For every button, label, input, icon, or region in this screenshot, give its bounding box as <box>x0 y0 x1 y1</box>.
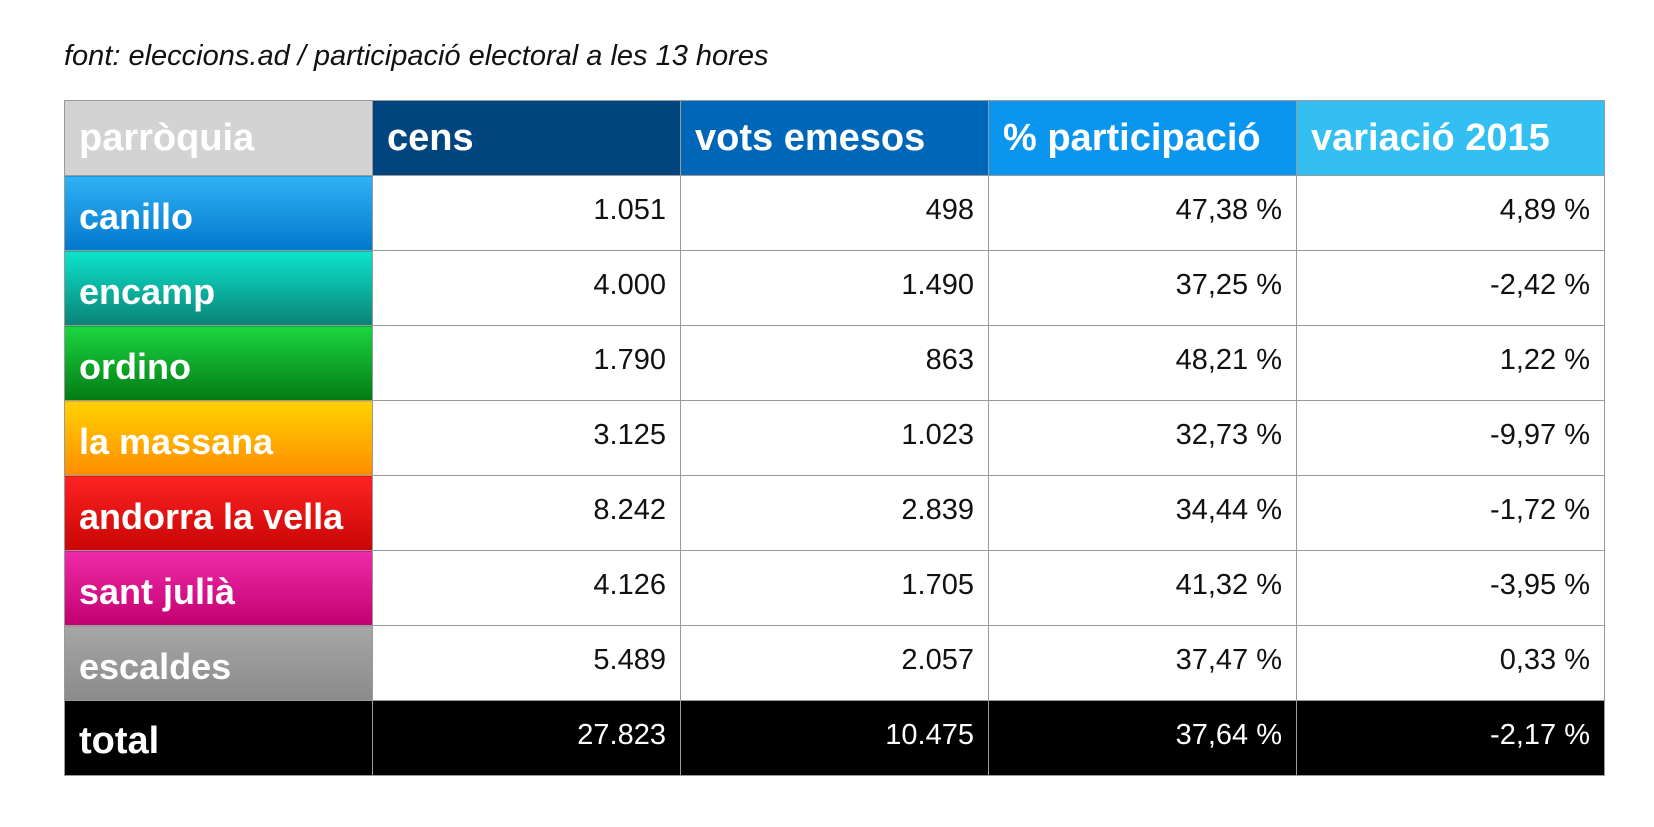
cell-cens: 3.125 <box>372 400 681 476</box>
cell-participacio: 34,44 % <box>988 475 1297 551</box>
cell-variacio: -3,95 % <box>1296 550 1605 626</box>
parish-name: andorra la vella <box>64 475 373 551</box>
table-row: sant julià 4.126 1.705 41,32 % -3,95 % <box>64 550 1605 626</box>
total-label: total <box>64 700 373 776</box>
cell-variacio: 4,89 % <box>1296 175 1605 251</box>
table-row: escaldes 5.489 2.057 37,47 % 0,33 % <box>64 625 1605 701</box>
cell-participacio: 48,21 % <box>988 325 1297 401</box>
cell-cens: 1.790 <box>372 325 681 401</box>
parish-name: ordino <box>64 325 373 401</box>
header-participacio: % participació <box>988 100 1297 176</box>
cell-cens: 1.051 <box>372 175 681 251</box>
header-parroquia: parròquia <box>64 100 373 176</box>
table-row: encamp 4.000 1.490 37,25 % -2,42 % <box>64 250 1605 326</box>
parish-name: encamp <box>64 250 373 326</box>
total-row: total 27.823 10.475 37,64 % -2,17 % <box>64 700 1605 776</box>
total-participacio: 37,64 % <box>988 700 1297 776</box>
cell-vots: 2.057 <box>680 625 989 701</box>
table-row: andorra la vella 8.242 2.839 34,44 % -1,72 % <box>64 475 1605 551</box>
cell-cens: 5.489 <box>372 625 681 701</box>
cell-cens: 4.126 <box>372 550 681 626</box>
table-row: la massana 3.125 1.023 32,73 % -9,97 % <box>64 400 1605 476</box>
total-variacio: -2,17 % <box>1296 700 1605 776</box>
cell-vots: 2.839 <box>680 475 989 551</box>
cell-participacio: 41,32 % <box>988 550 1297 626</box>
cell-cens: 4.000 <box>372 250 681 326</box>
source-caption: font: eleccions.ad / participació electo… <box>64 40 769 72</box>
cell-variacio: 0,33 % <box>1296 625 1605 701</box>
header-vots-emesos: vots emesos <box>680 100 989 176</box>
cell-cens: 8.242 <box>372 475 681 551</box>
cell-vots: 863 <box>680 325 989 401</box>
parish-name: la massana <box>64 400 373 476</box>
header-variacio: variació 2015 <box>1296 100 1605 176</box>
cell-vots: 1.705 <box>680 550 989 626</box>
cell-participacio: 37,25 % <box>988 250 1297 326</box>
cell-variacio: -9,97 % <box>1296 400 1605 476</box>
parish-name: canillo <box>64 175 373 251</box>
total-vots: 10.475 <box>680 700 989 776</box>
cell-vots: 498 <box>680 175 989 251</box>
cell-vots: 1.490 <box>680 250 989 326</box>
total-cens: 27.823 <box>372 700 681 776</box>
cell-variacio: 1,22 % <box>1296 325 1605 401</box>
cell-participacio: 47,38 % <box>988 175 1297 251</box>
table-row: ordino 1.790 863 48,21 % 1,22 % <box>64 325 1605 401</box>
cell-participacio: 37,47 % <box>988 625 1297 701</box>
parish-name: escaldes <box>64 625 373 701</box>
participation-table: parròquia cens vots emesos % participaci… <box>64 100 1605 776</box>
parish-name: sant julià <box>64 550 373 626</box>
cell-variacio: -2,42 % <box>1296 250 1605 326</box>
header-row: parròquia cens vots emesos % participaci… <box>64 100 1605 176</box>
cell-participacio: 32,73 % <box>988 400 1297 476</box>
cell-vots: 1.023 <box>680 400 989 476</box>
header-cens: cens <box>372 100 681 176</box>
cell-variacio: -1,72 % <box>1296 475 1605 551</box>
table-row: canillo 1.051 498 47,38 % 4,89 % <box>64 175 1605 251</box>
